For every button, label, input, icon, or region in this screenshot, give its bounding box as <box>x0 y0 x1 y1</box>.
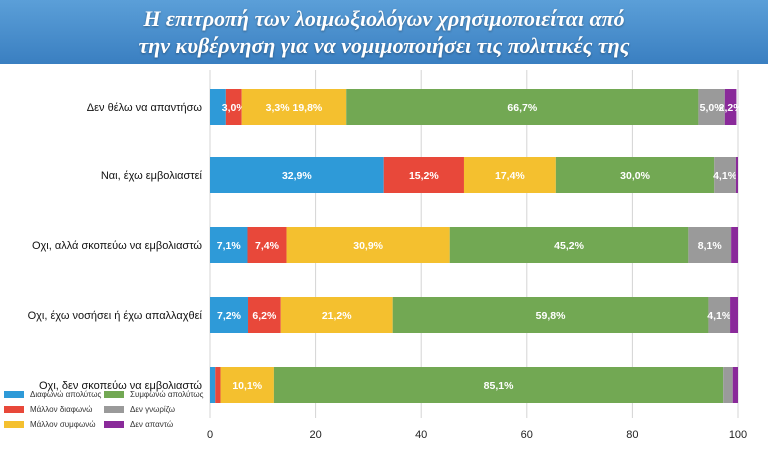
data-label-3-2: 7,4% <box>255 240 280 252</box>
bar-segment-4-5 <box>708 297 731 333</box>
data-label-4-1: 7,2% <box>217 310 242 322</box>
bar-segment-1-4 <box>346 89 699 125</box>
category-label-2: Ναι, έχω εμβολιαστεί <box>101 170 203 182</box>
bar-segment-5-5 <box>723 367 733 403</box>
data-label-5-3: 10,1% <box>232 380 262 392</box>
data-label-3-4: 45,2% <box>554 240 584 252</box>
legend-label-6: Δεν απαντώ <box>130 420 173 429</box>
data-label-4-4: 59,8% <box>536 310 566 322</box>
data-label-3-5: 8,1% <box>698 240 723 252</box>
legend-swatch-6 <box>104 421 124 428</box>
bar-segment-3-1 <box>210 227 248 263</box>
legend-label-2: Μάλλον διαφωνώ <box>30 405 92 414</box>
bar-segment-5-4 <box>273 367 724 403</box>
bar-segment-2-4 <box>555 157 715 193</box>
data-label-1-4: 66,7% <box>507 102 537 114</box>
data-label-3-1: 7,1% <box>217 240 242 252</box>
bar-segment-5-3 <box>220 367 274 403</box>
bar-segment-4-1 <box>210 297 249 333</box>
x-tick-label-80: 80 <box>626 429 638 441</box>
x-tick-label-40: 40 <box>415 429 427 441</box>
data-label-1-3: 3,3% 19,8% <box>266 102 323 114</box>
data-label-4-3: 21,2% <box>322 310 352 322</box>
bar-segment-1-6 <box>724 89 737 125</box>
bar-segment-4-3 <box>280 297 393 333</box>
data-label-4-2: 6,2% <box>252 310 277 322</box>
legend-swatch-4 <box>104 391 124 398</box>
data-label-2-4: 30,0% <box>620 170 650 182</box>
legend-label-5: Δεν γνωρίζω <box>130 405 175 414</box>
bar-segment-4-6 <box>730 297 738 333</box>
bar-segment-5-1 <box>210 367 216 403</box>
data-label-2-1: 32,9% <box>282 170 312 182</box>
bar-segment-3-4 <box>449 227 689 263</box>
data-label-3-3: 30,9% <box>353 240 383 252</box>
category-label-5: Οχι, δεν σκοπεύω να εμβολιαστώ <box>39 380 202 392</box>
data-label-1-6: 2,2% <box>719 102 744 114</box>
bar-segment-2-1 <box>210 157 384 193</box>
data-label-2-3: 17,4% <box>495 170 525 182</box>
bar-segment-5-6 <box>732 367 738 403</box>
bar-segment-5-2 <box>215 367 221 403</box>
x-tick-label-60: 60 <box>521 429 533 441</box>
legend-swatch-1 <box>4 391 24 398</box>
legend-swatch-3 <box>4 421 24 428</box>
bar-segment-3-5 <box>688 227 732 263</box>
bar-segment-3-6 <box>731 227 738 263</box>
bar-segment-2-2 <box>383 157 464 193</box>
data-label-1-2: 3,0% <box>222 102 247 114</box>
bar-segment-2-3 <box>463 157 556 193</box>
category-label-3: Οχι, αλλά σκοπεύω να εμβολιαστώ <box>32 240 202 252</box>
bar-segment-1-2 <box>225 89 242 125</box>
bar-segment-2-5 <box>714 157 736 193</box>
chart-title-line-1: Η επιτροπή των λοιμωξιολόγων χρησιμοποιε… <box>143 6 625 31</box>
bar-segment-1-3 <box>241 89 347 125</box>
legend-swatch-2 <box>4 406 24 413</box>
data-label-2-5: 4,1% <box>713 170 738 182</box>
category-label-1: Δεν θέλω να απαντήσω <box>87 102 203 114</box>
data-label-2-2: 15,2% <box>409 170 439 182</box>
data-label-5-4: 85,1% <box>484 380 514 392</box>
x-tick-label-0: 0 <box>207 429 213 441</box>
chart-title-line-2: την κυβέρνηση για να νομιμοποιήσει τις π… <box>138 33 630 58</box>
legend-label-1: Διαφωνώ απολύτως <box>30 390 101 399</box>
legend-label-3: Μάλλον συμφωνώ <box>30 420 95 429</box>
bar-segment-3-3 <box>286 227 450 263</box>
legend-swatch-5 <box>104 406 124 413</box>
bar-segment-3-2 <box>247 227 287 263</box>
bar-segment-2-6 <box>735 157 738 193</box>
bar-segment-1-1 <box>210 89 226 125</box>
bar-segment-4-2 <box>248 297 281 333</box>
data-label-4-5: 4,1% <box>707 310 732 322</box>
chart-title: Η επιτροπή των λοιμωξιολόγων χρησιμοποιε… <box>0 0 768 64</box>
data-label-1-5: 5,0% <box>700 102 725 114</box>
legend-label-4: Συμφωνώ απολύτως <box>130 390 204 399</box>
x-tick-label-100: 100 <box>729 429 747 441</box>
bar-segment-4-4 <box>392 297 709 333</box>
x-tick-label-20: 20 <box>309 429 321 441</box>
category-label-4: Οχι, έχω νοσήσει ή έχω απαλλαχθεί <box>28 310 203 322</box>
bar-segment-1-5 <box>698 89 725 125</box>
